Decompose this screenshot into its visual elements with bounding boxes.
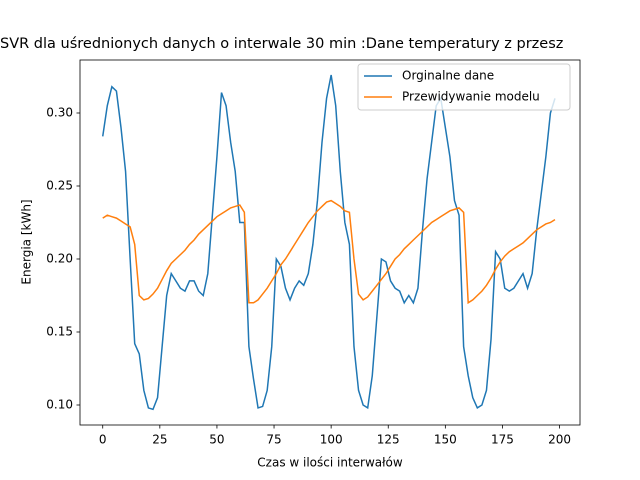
x-tick-label: 100 [320, 433, 343, 447]
x-tick-label: 0 [99, 433, 107, 447]
x-tick-label: 125 [377, 433, 400, 447]
legend-label: Przewidywanie modelu [402, 90, 540, 104]
y-tick-label: 0.25 [46, 178, 73, 192]
x-axis-label: Czas w ilości interwałów [257, 456, 403, 470]
y-tick-label: 0.10 [46, 397, 73, 411]
y-axis-label: Energia [kWh] [20, 199, 34, 284]
legend-label: Orginalne dane [402, 69, 494, 83]
y-tick-label: 0.30 [46, 105, 73, 119]
y-tick-label: 0.15 [46, 324, 73, 338]
legend-box [357, 63, 571, 111]
x-tick-label: 200 [548, 433, 571, 447]
series-line [101, 74, 556, 411]
x-tick-label: 75 [266, 433, 281, 447]
series-line [102, 199, 556, 305]
x-tick-label: 175 [491, 433, 514, 447]
axes-frame [79, 59, 581, 426]
x-tick-label: 25 [152, 433, 167, 447]
x-tick-label: 50 [209, 433, 224, 447]
y-tick-label: 0.20 [46, 251, 73, 265]
chart-title: SVR dla uśrednionych danych o interwale … [0, 36, 563, 52]
x-tick-label: 150 [434, 433, 457, 447]
